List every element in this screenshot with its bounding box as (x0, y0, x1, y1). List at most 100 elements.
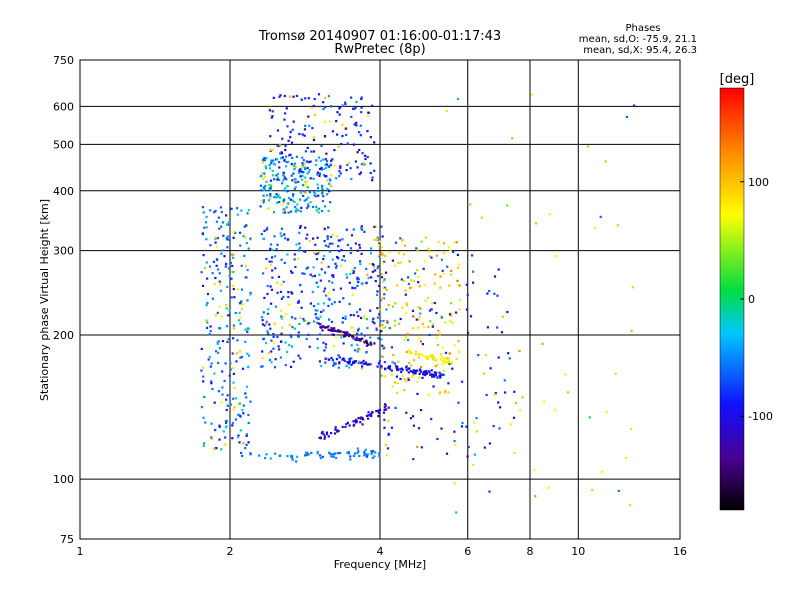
data-point (304, 454, 307, 457)
data-point (231, 437, 234, 440)
data-point (363, 163, 366, 166)
data-point (380, 273, 383, 276)
data-point (314, 243, 317, 246)
data-point (387, 406, 390, 409)
data-point (270, 116, 273, 119)
data-point (353, 266, 356, 270)
data-point (343, 335, 346, 338)
data-point (202, 366, 205, 369)
data-point (316, 347, 319, 350)
data-point (299, 175, 302, 178)
data-point (316, 337, 319, 341)
data-point (277, 194, 280, 197)
data-point (343, 259, 347, 262)
data-point (396, 284, 399, 287)
data-point (270, 184, 273, 187)
data-point (322, 258, 325, 261)
data-point (277, 345, 280, 348)
data-point (229, 403, 232, 406)
data-point (291, 128, 294, 131)
y-axis-label: Stationary phase Virtual Height [km] (38, 199, 51, 401)
data-point (263, 175, 266, 178)
data-point (350, 357, 353, 360)
data-point (237, 319, 241, 322)
data-point (417, 281, 420, 284)
data-point (224, 436, 227, 439)
data-point (411, 373, 415, 376)
data-point (288, 303, 291, 306)
data-point (290, 291, 293, 294)
data-point (345, 228, 348, 231)
data-point (218, 327, 221, 330)
data-point (302, 190, 305, 193)
data-point (225, 304, 228, 307)
data-point (328, 190, 331, 193)
data-point (443, 242, 446, 245)
data-point (506, 204, 509, 207)
data-point (206, 301, 209, 304)
data-point (488, 442, 491, 445)
data-point (353, 123, 356, 126)
data-point (285, 313, 288, 316)
data-point (339, 330, 342, 333)
data-point (417, 275, 420, 278)
data-point (379, 252, 382, 255)
data-point (280, 315, 283, 318)
data-point (303, 128, 307, 131)
data-point (222, 430, 225, 433)
data-point (213, 211, 216, 214)
data-point (287, 238, 290, 241)
data-point (268, 164, 271, 167)
data-point (444, 321, 447, 324)
data-point (435, 254, 438, 257)
data-point (508, 357, 511, 360)
data-point (345, 364, 348, 368)
data-point (409, 286, 412, 289)
data-point (436, 363, 439, 366)
data-point (427, 370, 430, 373)
data-point (419, 340, 423, 343)
data-point (291, 156, 294, 159)
data-point (261, 323, 264, 326)
data-point (244, 340, 247, 343)
data-point (341, 104, 344, 107)
data-point (341, 321, 344, 324)
data-point (483, 446, 486, 449)
data-point (324, 271, 327, 274)
data-point (361, 282, 364, 285)
data-point (385, 288, 388, 292)
data-point (281, 203, 284, 206)
data-point (323, 226, 326, 229)
data-point (278, 178, 281, 181)
data-point (320, 166, 323, 170)
data-point (337, 257, 340, 260)
data-point (377, 411, 381, 415)
data-point (377, 337, 380, 340)
data-point (411, 371, 414, 374)
data-point (337, 245, 340, 248)
data-point (296, 203, 299, 206)
data-point (271, 276, 274, 279)
data-point (303, 166, 306, 169)
data-point (347, 451, 350, 454)
data-point (210, 362, 213, 365)
data-point (217, 216, 220, 219)
data-point (449, 249, 452, 252)
data-point (435, 371, 438, 374)
data-point (284, 341, 287, 344)
data-point (268, 184, 271, 187)
data-point (265, 267, 268, 270)
data-point (245, 434, 248, 437)
data-point (268, 358, 272, 361)
data-point (335, 266, 338, 269)
data-point (419, 312, 422, 315)
data-point (401, 238, 404, 241)
data-point (366, 363, 369, 366)
data-point (441, 355, 444, 359)
data-point (438, 375, 442, 378)
data-point (280, 283, 283, 286)
data-point (359, 260, 362, 263)
data-point (293, 258, 296, 261)
data-point (215, 220, 218, 223)
data-point (265, 257, 268, 261)
